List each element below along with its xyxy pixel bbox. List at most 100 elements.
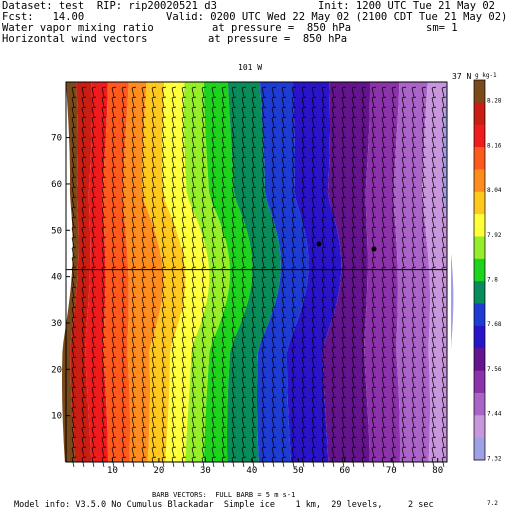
wind-barb: [71, 186, 77, 198]
wind-barb: [81, 186, 87, 198]
wind-barb: [121, 446, 127, 458]
wind-barb: [71, 136, 77, 148]
wind-barb: [361, 416, 367, 428]
wind-barb: [351, 136, 357, 148]
wind-barb: [121, 176, 127, 188]
wind-barb: [411, 366, 417, 378]
wind-barb: [241, 236, 247, 248]
wind-barb: [421, 446, 427, 458]
wind-barb: [71, 286, 77, 298]
wind-barb: [391, 96, 397, 108]
wind-barb: [291, 146, 297, 158]
wind-barb: [321, 246, 327, 258]
wind-barb: [201, 396, 207, 408]
wind-barb: [411, 396, 417, 408]
wind-barb: [101, 416, 107, 428]
wind-barb: [281, 386, 287, 398]
wind-barb: [241, 86, 247, 98]
wind-barb: [291, 116, 297, 128]
wind-barb: [81, 336, 87, 348]
wind-barb: [151, 356, 157, 368]
wind-barb: [191, 226, 197, 238]
wind-barb: [131, 296, 137, 308]
wind-barb: [411, 326, 417, 338]
wind-barb: [91, 186, 97, 198]
wind-barb: [421, 206, 427, 218]
wind-barb: [241, 306, 247, 318]
wind-barb: [371, 416, 377, 428]
wind-barb: [161, 336, 167, 348]
wind-barb: [271, 376, 277, 388]
wind-barb: [331, 386, 337, 398]
wind-barb: [231, 206, 237, 218]
wind-barb: [81, 396, 87, 408]
wind-barb: [191, 376, 197, 388]
wind-barb: [111, 296, 117, 308]
wind-barb: [161, 246, 167, 258]
wind-barb: [151, 436, 157, 448]
wind-barb: [81, 156, 87, 168]
wind-barb: [171, 176, 177, 188]
wind-barb: [291, 156, 297, 168]
wind-barb: [401, 156, 407, 168]
wind-barb: [191, 296, 197, 308]
wind-barb: [391, 336, 397, 348]
wind-barb: [211, 246, 217, 258]
wind-barb: [111, 306, 117, 318]
wind-barb: [231, 326, 237, 338]
wind-barb: [231, 446, 237, 458]
wind-barb: [161, 176, 167, 188]
wind-barb: [431, 236, 437, 248]
wind-barb: [361, 236, 367, 248]
wind-barb: [211, 186, 217, 198]
wind-barb: [201, 406, 207, 418]
wind-barb: [181, 426, 187, 438]
wind-barb: [371, 96, 377, 108]
wind-barb: [101, 246, 107, 258]
wind-barb: [401, 96, 407, 108]
wind-barb: [321, 156, 327, 168]
wind-barb: [231, 106, 237, 118]
wind-barb: [321, 216, 327, 228]
wind-barb: [351, 306, 357, 318]
wind-barb: [161, 146, 167, 158]
wind-barb: [431, 436, 437, 448]
wind-barb: [211, 426, 217, 438]
wind-barb: [281, 256, 287, 268]
wind-barb: [121, 116, 127, 128]
wind-barb: [421, 86, 427, 98]
wind-barb: [241, 176, 247, 188]
wind-barb: [291, 186, 297, 198]
wind-barb: [271, 406, 277, 418]
wind-barb: [371, 396, 377, 408]
wind-barb: [371, 376, 377, 388]
wind-barb: [111, 436, 117, 448]
wind-barb: [381, 116, 387, 128]
wind-barb: [431, 136, 437, 148]
wind-barb: [371, 216, 377, 228]
wind-barb: [141, 436, 147, 448]
wind-barb: [411, 316, 417, 328]
wind-barb: [351, 176, 357, 188]
model-info: Model info: V3.5.0 No Cumulus Blackadar …: [14, 500, 434, 510]
wind-barb: [221, 186, 227, 198]
wind-barb: [381, 86, 387, 98]
wind-barb: [181, 436, 187, 448]
wind-barb: [401, 106, 407, 118]
wind-barb: [271, 386, 277, 398]
wind-barb: [351, 236, 357, 248]
wind-barb: [351, 376, 357, 388]
wind-barb: [211, 96, 217, 108]
wind-barb: [241, 296, 247, 308]
wind-barb: [431, 276, 437, 288]
wind-barb: [91, 316, 97, 328]
wind-barb: [441, 376, 447, 388]
colorbar-swatch: [474, 303, 485, 327]
wind-barb: [371, 356, 377, 368]
wind-barb: [391, 416, 397, 428]
wind-barb: [101, 216, 107, 228]
y-tick-label: 70: [51, 134, 62, 144]
wind-barb: [311, 116, 317, 128]
wind-barb: [221, 246, 227, 258]
